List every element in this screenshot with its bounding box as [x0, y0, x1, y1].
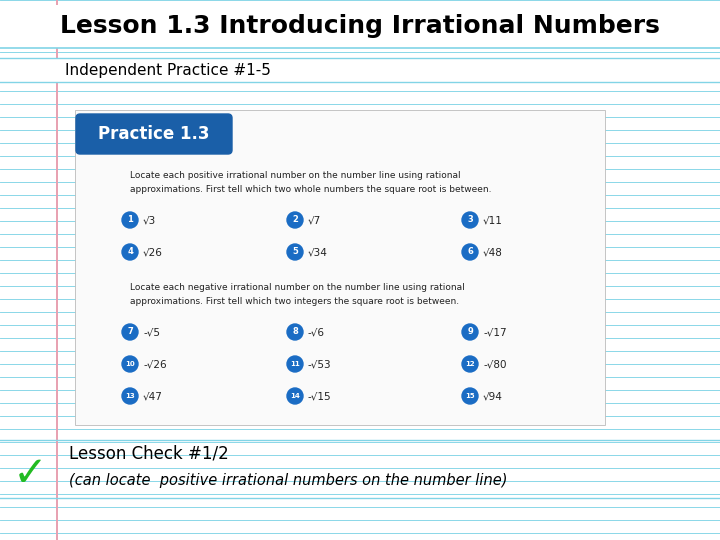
Text: 5: 5	[292, 247, 298, 256]
Text: 14: 14	[290, 393, 300, 399]
Text: -√15: -√15	[308, 391, 332, 401]
Circle shape	[287, 244, 303, 260]
Text: 12: 12	[465, 361, 474, 367]
Text: 9: 9	[467, 327, 473, 336]
FancyBboxPatch shape	[76, 114, 232, 154]
Circle shape	[287, 356, 303, 372]
Text: Practice 1.3: Practice 1.3	[98, 125, 210, 143]
Text: 15: 15	[465, 393, 474, 399]
Text: √3: √3	[143, 215, 156, 225]
Text: -√6: -√6	[308, 327, 325, 337]
Text: -√17: -√17	[483, 327, 507, 337]
Text: √47: √47	[143, 391, 163, 401]
Text: √34: √34	[308, 247, 328, 257]
Circle shape	[462, 324, 478, 340]
Text: approximations. First tell which two integers the square root is between.: approximations. First tell which two int…	[130, 298, 459, 307]
Text: Locate each negative irrational number on the number line using rational: Locate each negative irrational number o…	[130, 284, 464, 293]
Circle shape	[122, 356, 138, 372]
Circle shape	[462, 244, 478, 260]
Circle shape	[287, 388, 303, 404]
Text: Lesson Check #1/2: Lesson Check #1/2	[69, 445, 229, 463]
Circle shape	[122, 324, 138, 340]
Text: (can locate  positive irrational numbers on the number line): (can locate positive irrational numbers …	[69, 472, 508, 488]
Text: 8: 8	[292, 327, 298, 336]
Circle shape	[462, 356, 478, 372]
Text: -√80: -√80	[483, 359, 506, 369]
Text: approximations. First tell which two whole numbers the square root is between.: approximations. First tell which two who…	[130, 186, 492, 194]
Bar	[0, 5, 720, 48]
Text: √11: √11	[483, 215, 503, 225]
Text: Locate each positive irrational number on the number line using rational: Locate each positive irrational number o…	[130, 171, 461, 179]
Circle shape	[462, 212, 478, 228]
Text: Lesson 1.3 Introducing Irrational Numbers: Lesson 1.3 Introducing Irrational Number…	[60, 15, 660, 38]
Text: -√53: -√53	[308, 359, 332, 369]
Text: ✓: ✓	[12, 453, 48, 495]
Circle shape	[287, 324, 303, 340]
Text: -√26: -√26	[143, 359, 166, 369]
Circle shape	[122, 212, 138, 228]
Text: 3: 3	[467, 215, 473, 225]
Text: 13: 13	[125, 393, 135, 399]
Text: 7: 7	[127, 327, 133, 336]
Text: √26: √26	[143, 247, 163, 257]
Circle shape	[122, 244, 138, 260]
Text: -√5: -√5	[143, 327, 160, 337]
Circle shape	[287, 212, 303, 228]
Text: 2: 2	[292, 215, 298, 225]
Text: 10: 10	[125, 361, 135, 367]
Text: √48: √48	[483, 247, 503, 257]
Bar	[75, 110, 605, 425]
Text: 4: 4	[127, 247, 133, 256]
Text: Independent Practice #1-5: Independent Practice #1-5	[65, 63, 271, 78]
Text: √94: √94	[483, 391, 503, 401]
Text: 1: 1	[127, 215, 133, 225]
Text: 11: 11	[290, 361, 300, 367]
Circle shape	[462, 388, 478, 404]
Text: √7: √7	[308, 215, 321, 225]
Bar	[0, 58, 720, 82]
Text: 6: 6	[467, 247, 473, 256]
Circle shape	[122, 388, 138, 404]
